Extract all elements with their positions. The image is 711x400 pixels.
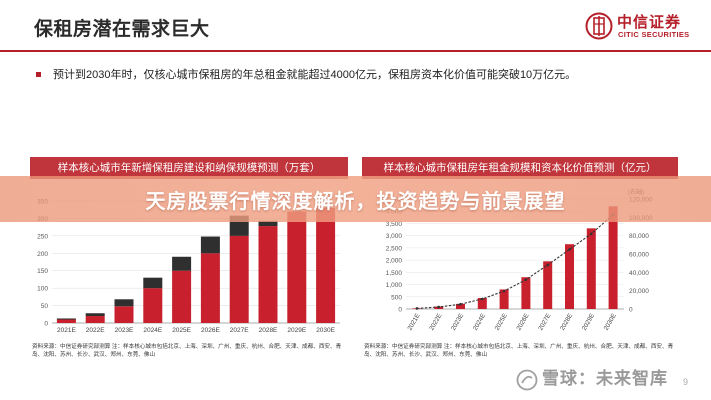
x-tick-label: 2021E xyxy=(406,313,421,332)
bar-segment-red xyxy=(172,270,192,323)
logo-english-name: CITIC SECURITIES xyxy=(618,30,690,39)
bar xyxy=(608,206,618,309)
bar-segment-dark xyxy=(172,256,192,271)
y-left-tick-label: 2,000 xyxy=(386,258,403,265)
bar-segment-red xyxy=(229,235,249,323)
y-tick-label: 150 xyxy=(37,268,48,275)
y-left-tick-label: 3,500 xyxy=(386,221,403,228)
right-chart-title: 样本核心城市保租房年租金规模和资本化价值预测（亿元） xyxy=(362,157,678,179)
y-tick-label: 250 xyxy=(37,233,48,240)
y-right-tick-label: 20,000 xyxy=(629,288,649,295)
bar-segment-dark xyxy=(56,318,76,320)
bar-segment-red xyxy=(200,253,220,323)
banner-text: 天房股票行情深度解析，投资趋势与前景展望 xyxy=(145,190,566,213)
x-tick-label: 2028E xyxy=(559,313,574,332)
citic-logo-icon xyxy=(585,12,613,40)
header-divider xyxy=(0,50,711,52)
watermark: 雪球：未来智库 xyxy=(516,364,668,391)
x-tick-label: 2028E xyxy=(259,327,278,334)
bar-segment-dark xyxy=(85,313,105,317)
citic-logo: 中信证券 CITIC SECURITIES xyxy=(585,10,700,44)
x-tick-label: 2030E xyxy=(603,313,618,332)
x-tick-label: 2027E xyxy=(230,327,249,334)
bar-segment-dark xyxy=(258,220,278,227)
x-tick-label: 2026E xyxy=(515,313,530,332)
x-tick-label: 2029E xyxy=(287,327,306,334)
x-tick-label: 2027E xyxy=(537,313,552,332)
y-right-tick-label: 80,000 xyxy=(629,233,649,240)
page-title: 保租房潜在需求巨大 xyxy=(34,19,210,40)
y-tick-label: 100 xyxy=(37,286,48,293)
bar-segment-red xyxy=(287,211,307,323)
y-tick-label: 50 xyxy=(41,303,49,310)
logo-chinese-name: 中信证券 xyxy=(617,14,682,31)
bar-segment-red xyxy=(143,288,163,323)
key-point: 预计到2030年时，仅核心城市保租房的年总租金就能超过4000亿元，保租房资本化… xyxy=(36,66,576,82)
bullet-square-icon xyxy=(36,71,41,77)
y-left-tick-label: 500 xyxy=(391,294,402,301)
bar-segment-red xyxy=(316,207,336,323)
x-tick-label: 2026E xyxy=(201,327,220,334)
x-tick-label: 2022E xyxy=(86,327,105,334)
bar xyxy=(586,228,596,309)
x-tick-label: 2022E xyxy=(428,313,443,332)
y-left-tick-label: 0 xyxy=(398,307,402,314)
y-right-tick-label: 0 xyxy=(629,307,633,314)
y-left-tick-label: 1,000 xyxy=(386,282,403,289)
page-number: 9 xyxy=(683,377,689,387)
line-point xyxy=(524,278,528,281)
left-chart-title: 样本核心城市年新增保租房建设和纳保规模预测（万套） xyxy=(30,157,348,179)
x-tick-label: 2024E xyxy=(143,327,162,334)
x-tick-label: 2023E xyxy=(115,327,134,334)
key-point-text: 预计到2030年时，仅核心城市保租房的年总租金就能超过4000亿元，保租房资本化… xyxy=(53,69,577,81)
x-tick-label: 2030E xyxy=(316,327,335,334)
x-tick-label: 2021E xyxy=(57,327,76,334)
line-point xyxy=(546,263,549,267)
line-point xyxy=(459,302,462,306)
y-right-tick-label: 40,000 xyxy=(629,270,649,277)
line-point xyxy=(415,307,419,310)
bar-segment-dark xyxy=(114,299,134,307)
series-line xyxy=(416,214,614,309)
snowball-icon xyxy=(516,369,538,390)
bar xyxy=(477,298,487,309)
y-right-tick-label: 60,000 xyxy=(629,252,649,259)
x-tick-label: 2023E xyxy=(450,313,465,332)
bar xyxy=(521,277,531,309)
y-tick-label: 200 xyxy=(37,251,48,258)
bar xyxy=(456,303,465,309)
bar xyxy=(543,261,553,309)
x-tick-label: 2025E xyxy=(172,327,191,334)
bar xyxy=(565,244,574,309)
y-left-tick-label: 2,500 xyxy=(386,245,403,252)
y-tick-label: 0 xyxy=(44,321,48,328)
bar-segment-red xyxy=(114,306,134,323)
line-point xyxy=(437,305,440,309)
line-point xyxy=(590,232,593,236)
bar-segment-red xyxy=(56,319,76,323)
bar xyxy=(499,289,509,309)
bar-segment-red xyxy=(85,316,105,323)
line-point xyxy=(502,289,506,293)
bar-segment-red xyxy=(258,226,278,323)
line-point xyxy=(481,297,484,301)
x-tick-label: 2025E xyxy=(494,313,509,332)
line-point xyxy=(568,248,571,251)
x-tick-label: 2024E xyxy=(472,313,487,332)
bar-segment-dark xyxy=(200,236,220,254)
watermark-text: 雪球：未来智库 xyxy=(542,369,668,388)
slide-header: 保租房潜在需求巨大 中信证券 CITIC SECURITIES xyxy=(0,0,711,52)
y-left-tick-label: 1,500 xyxy=(386,270,403,277)
x-tick-label: 2029E xyxy=(581,313,596,332)
bar-segment-dark xyxy=(143,277,163,289)
right-chart-source: 资料来源：中信证券研究部测算 注：样本核心城市包括北京、上海、深圳、广州、重庆、… xyxy=(364,344,674,358)
left-chart: 0501001502002503003502021E2022E2023E2024… xyxy=(37,199,340,334)
headline-banner: 天房股票行情深度解析，投资趋势与前景展望 xyxy=(0,176,711,222)
left-chart-source: 资料来源：中信证券研究部测算 注：样本核心城市包括北京、上海、深圳、广州、重庆、… xyxy=(32,344,342,358)
y-left-tick-label: 3,000 xyxy=(386,233,403,240)
